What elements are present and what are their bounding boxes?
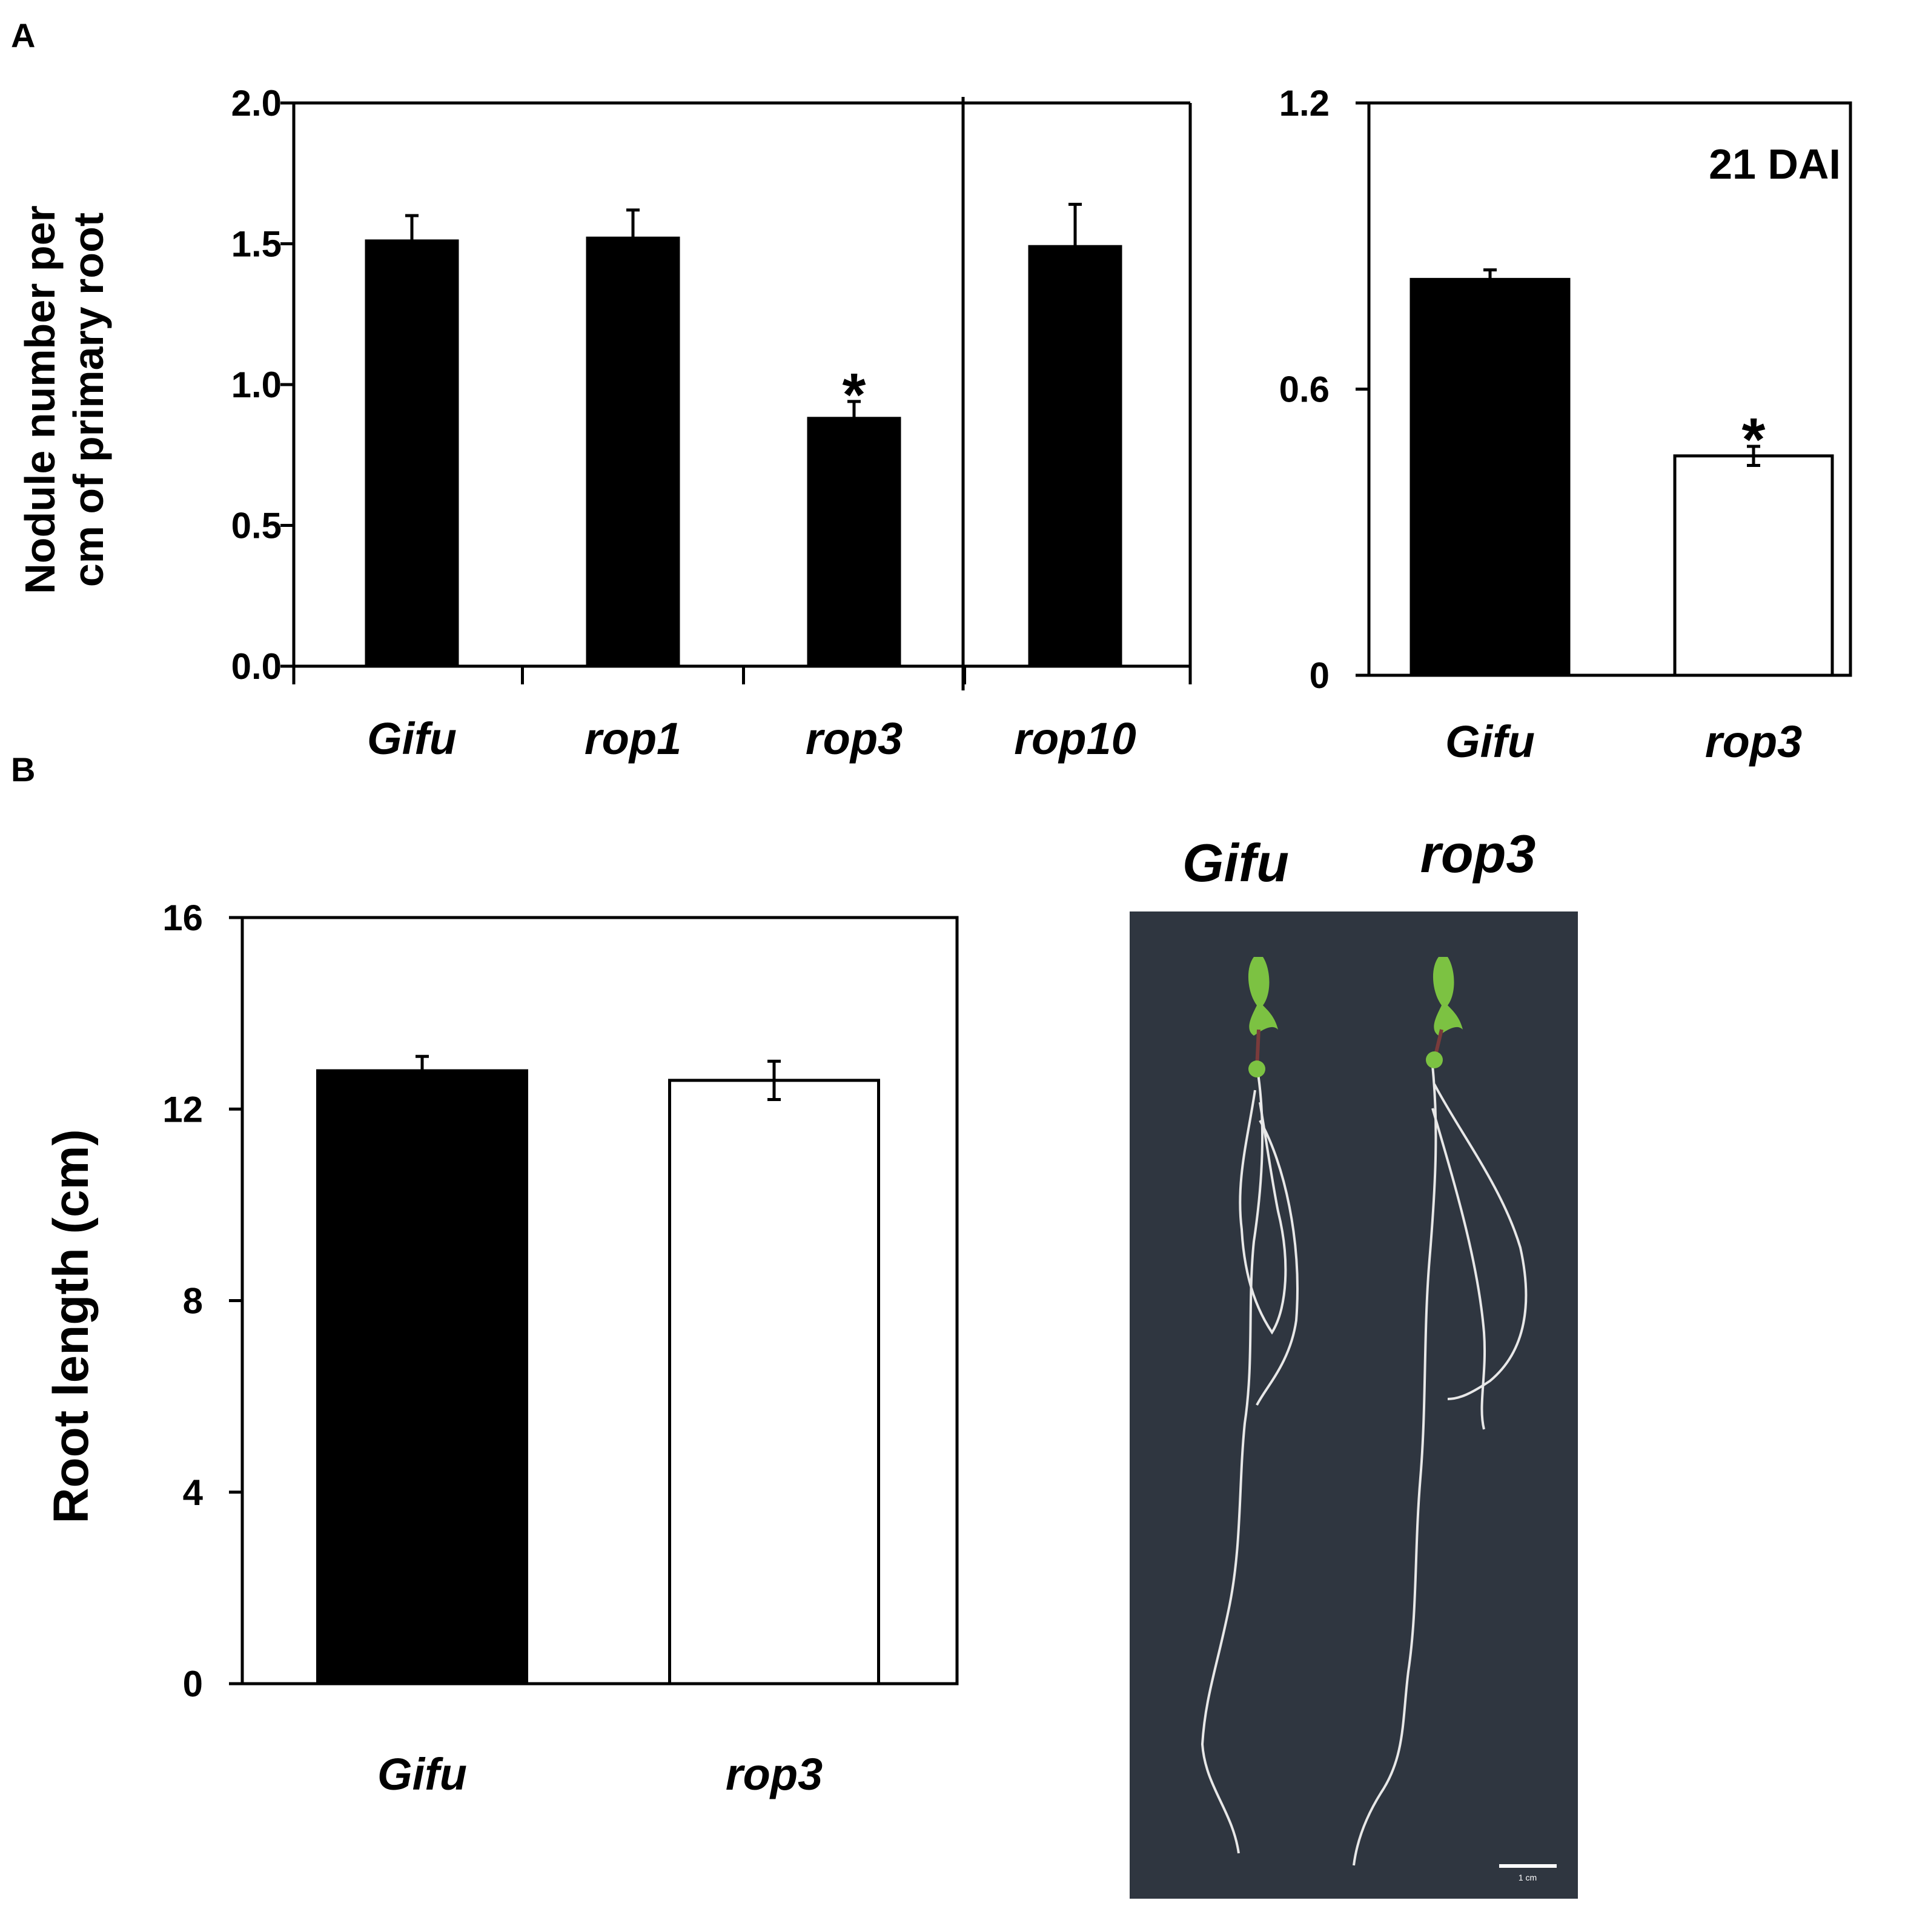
- y-axis-label-root-length: Root length (cm): [44, 1129, 99, 1523]
- seedling-photo: Gifu rop3 1 cm: [1130, 824, 1578, 1899]
- x-category-label: Gifu: [377, 1749, 467, 1799]
- y-tick-label: 0.6: [1279, 369, 1330, 410]
- scale-bar: [1499, 1864, 1557, 1868]
- y-tick-label: 0.0: [231, 646, 282, 687]
- panel-label-a: A: [11, 16, 35, 55]
- rop3-shoot: [1433, 957, 1463, 1036]
- significance-marker: *: [843, 361, 866, 429]
- x-category-label: rop3: [806, 713, 903, 764]
- rop3-lateral-root-2: [1431, 1108, 1486, 1430]
- y-tick-label: 8: [183, 1281, 203, 1322]
- x-category-label: rop3: [726, 1749, 823, 1799]
- y-tick-label: 0.5: [231, 506, 282, 546]
- bar: [1028, 245, 1122, 668]
- y-tick-label: 1.2: [1279, 83, 1330, 124]
- photo-label-gifu: Gifu: [1182, 833, 1289, 893]
- bar: [668, 1079, 880, 1686]
- y-tick-label: 12: [162, 1089, 203, 1130]
- y-tick-label: 0: [183, 1664, 203, 1704]
- y-tick-label: 1.5: [231, 224, 282, 265]
- x-category-label: Gifu: [1445, 716, 1535, 767]
- bar: [316, 1069, 528, 1686]
- chart-root-length: Root length (cm) 0 4 8 12 16 Gifu rop3: [44, 898, 959, 1799]
- bar: [807, 417, 901, 668]
- x-category-label: rop1: [585, 713, 681, 764]
- chart-nodule-per-cm: Nodule number per cm of primary root 0.0…: [16, 83, 1192, 764]
- x-category-label: rop3: [1705, 716, 1802, 767]
- y-tick-label: 0: [1310, 655, 1330, 696]
- y-tick-label: 2.0: [231, 83, 282, 124]
- y-axis-label-line-2: cm of primary root: [65, 213, 112, 587]
- bar: [586, 236, 680, 668]
- bar: [365, 239, 459, 668]
- y-axis-label-line-1: Nodule number per: [16, 205, 64, 594]
- x-category-label: Gifu: [367, 713, 457, 764]
- bar: [1673, 454, 1834, 677]
- rop3-lateral-root-1: [1433, 1083, 1528, 1400]
- annotation-21-dai: 21 DAI: [1709, 141, 1841, 188]
- x-category-label: rop10: [1014, 713, 1136, 764]
- gifu-lateral-root-2: [1256, 1120, 1299, 1406]
- gifu-root: [1201, 1065, 1264, 1854]
- rop3-root: [1353, 1065, 1437, 1866]
- photo-label-rop3: rop3: [1420, 824, 1536, 884]
- gifu-lateral-root-1: [1239, 1090, 1287, 1335]
- y-tick-label: 4: [183, 1472, 204, 1513]
- scale-bar-label: 1 cm: [1519, 1873, 1537, 1882]
- gifu-shoot: [1248, 957, 1278, 1036]
- gifu-cotyledon: [1248, 1060, 1265, 1077]
- bar: [1409, 277, 1571, 677]
- panel-label-b: B: [11, 750, 35, 789]
- significance-marker: *: [1742, 406, 1766, 474]
- y-tick-label: 1.0: [231, 365, 282, 405]
- chart-21-dai: 21 DAI 0 0.6 1.2 Gifu * rop3: [1279, 83, 1852, 767]
- y-tick-label: 16: [162, 898, 203, 938]
- photo-background: [1130, 911, 1578, 1899]
- rop3-cotyledon: [1426, 1051, 1443, 1068]
